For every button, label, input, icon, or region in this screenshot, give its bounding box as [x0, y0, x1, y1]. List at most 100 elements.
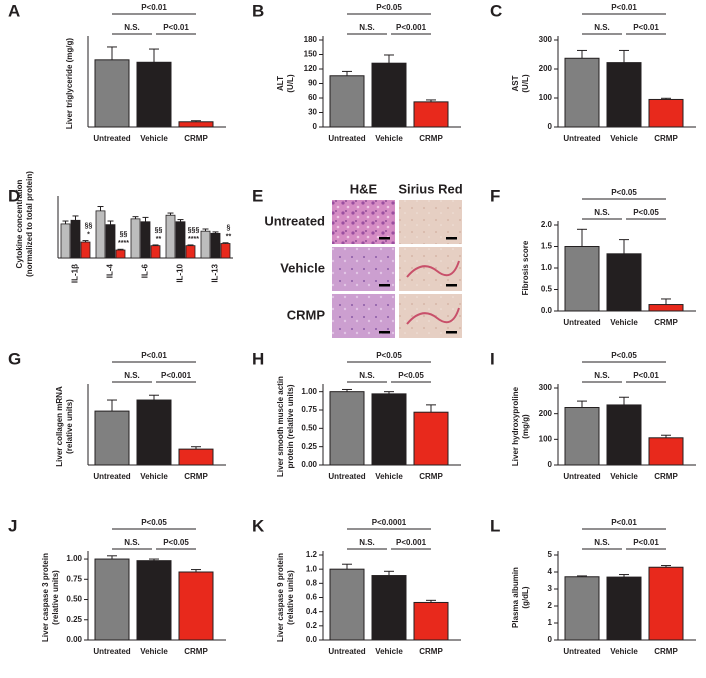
x-tick-label: Vehicle: [375, 647, 403, 656]
significance-label: §§: [120, 231, 128, 238]
significance-label: N.S.: [124, 371, 140, 380]
significance-label: N.S.: [359, 23, 375, 32]
bar: [413, 601, 449, 641]
y-tick-label: 2: [548, 601, 553, 610]
panel-letter: F: [490, 186, 500, 205]
x-tick-label: IL-1β: [71, 264, 80, 283]
micrograph: [399, 294, 462, 338]
y-axis-label: Plasma albumin: [511, 567, 520, 628]
bar: [95, 210, 106, 259]
y-tick-label: 5: [548, 550, 553, 559]
bar: [94, 410, 130, 466]
x-tick-label: Vehicle: [375, 134, 403, 143]
significance-label: N.S.: [124, 23, 140, 32]
significance-label: **: [156, 236, 162, 243]
significance-label: P<0.01: [611, 518, 637, 527]
x-tick-label: CRMP: [419, 134, 443, 143]
y-axis-label: Liver caspase 9 protein: [276, 553, 285, 642]
micrograph: [399, 200, 462, 244]
bar: [413, 101, 449, 128]
y-axis-label: (mg/g): [521, 414, 530, 439]
significance-label: N.S.: [594, 538, 610, 547]
significance-label: ****: [188, 236, 199, 243]
panel-letter: C: [490, 1, 502, 20]
significance-label: P<0.01: [611, 3, 637, 12]
significance-label: P<0.001: [396, 538, 427, 547]
y-axis-label: AST: [511, 75, 520, 91]
x-tick-label: CRMP: [654, 472, 678, 481]
y-axis-label: ALT: [276, 76, 285, 91]
scale-bar: [379, 284, 390, 287]
x-tick-label: Untreated: [93, 472, 130, 481]
y-tick-label: 3: [548, 584, 553, 593]
significance-label: §§: [155, 227, 163, 234]
row-label: Vehicle: [280, 260, 325, 275]
y-tick-label: 0.25: [301, 442, 317, 451]
bar: [648, 566, 684, 641]
bar: [564, 246, 600, 312]
y-tick-label: 0.75: [301, 405, 317, 414]
bar: [329, 391, 365, 466]
row-label: Untreated: [264, 213, 325, 228]
bar: [564, 407, 600, 466]
micrograph: [332, 247, 395, 291]
y-tick-label: 100: [539, 93, 553, 102]
significance-label: P<0.01: [141, 3, 167, 12]
significance-label: P<0.0001: [372, 518, 407, 527]
y-tick-label: 0.4: [306, 607, 318, 616]
bar: [200, 230, 211, 259]
x-tick-label: CRMP: [654, 318, 678, 327]
panel-letter: A: [8, 1, 20, 20]
y-tick-label: 300: [539, 383, 553, 392]
x-tick-label: CRMP: [419, 647, 443, 656]
scale-bar: [379, 331, 390, 334]
fibrosis-stain: [406, 307, 460, 325]
bar: [185, 245, 196, 259]
y-axis-label: Liver hydroxyproline: [511, 386, 520, 466]
y-axis-label: (normalized to total protein): [25, 171, 34, 277]
y-tick-label: 0: [548, 635, 553, 644]
y-tick-label: 0: [548, 460, 553, 469]
y-axis-label: (g/dL): [521, 586, 530, 609]
significance-label: N.S.: [359, 371, 375, 380]
y-tick-label: 0.25: [66, 615, 82, 624]
bar: [220, 243, 231, 259]
x-tick-label: CRMP: [654, 647, 678, 656]
bar: [329, 75, 365, 128]
bar: [178, 448, 214, 466]
column-header: H&E: [350, 181, 378, 196]
significance-label: P<0.05: [398, 371, 424, 380]
y-tick-label: 0.00: [301, 460, 317, 469]
y-axis-label: (relative units): [286, 570, 295, 625]
y-tick-label: 100: [539, 434, 553, 443]
x-tick-label: Untreated: [93, 647, 130, 656]
x-tick-label: Untreated: [563, 134, 600, 143]
x-tick-label: CRMP: [184, 647, 208, 656]
bar: [371, 62, 407, 128]
x-tick-label: Untreated: [328, 647, 365, 656]
x-tick-label: Vehicle: [140, 647, 168, 656]
significance-label: P<0.01: [163, 23, 189, 32]
significance-label: P<0.01: [633, 538, 659, 547]
y-tick-label: 4: [548, 567, 553, 576]
y-tick-label: 300: [539, 35, 553, 44]
y-axis-label: (relative units): [65, 399, 74, 454]
significance-label: §§§: [188, 227, 200, 234]
bar: [329, 568, 365, 641]
bar: [115, 249, 126, 259]
significance-label: §§: [85, 222, 93, 229]
y-tick-label: 0.2: [306, 621, 318, 630]
y-tick-label: 60: [308, 93, 317, 102]
panel-letter: J: [8, 516, 17, 535]
x-tick-label: CRMP: [419, 472, 443, 481]
y-tick-label: 1.2: [306, 550, 318, 559]
micrograph: [332, 200, 395, 244]
y-tick-label: 0.0: [306, 635, 318, 644]
x-tick-label: CRMP: [654, 134, 678, 143]
x-tick-label: CRMP: [184, 134, 208, 143]
significance-label: **: [226, 234, 232, 241]
y-tick-label: 150: [304, 50, 318, 59]
bar: [136, 560, 172, 641]
significance-label: P<0.001: [161, 371, 192, 380]
